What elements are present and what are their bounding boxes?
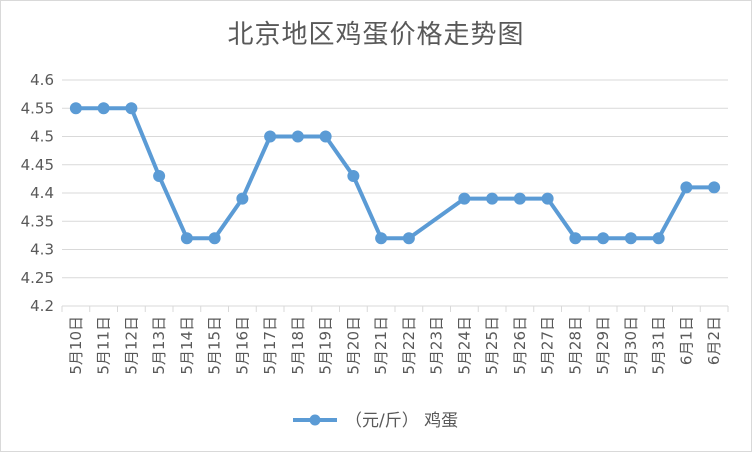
series-line — [75, 106, 715, 241]
x-tick-label: 5月15日 — [206, 316, 224, 375]
series-group — [69, 102, 721, 245]
data-point — [69, 102, 82, 115]
x-tick-label: 6月1日 — [677, 316, 695, 365]
data-point — [208, 232, 221, 245]
data-point — [680, 181, 693, 194]
data-point — [291, 130, 304, 143]
data-point — [708, 181, 721, 194]
y-tick-label: 4.3 — [30, 241, 54, 259]
data-point — [236, 192, 249, 205]
x-tick-label: 5月30日 — [622, 316, 640, 375]
y-tick-label: 4.6 — [30, 71, 54, 89]
legend: （元/斤） 鸡蛋 — [293, 411, 458, 431]
y-axis: 4.2 4.25 4.3 4.35 4.4 4.45 4.5 4.55 4.6 — [21, 71, 54, 315]
legend-label: （元/斤） 鸡蛋 — [345, 411, 458, 431]
data-point — [347, 170, 360, 183]
x-tick-label: 5月11日 — [95, 316, 113, 375]
data-point — [375, 232, 388, 245]
x-tick-label: 5月25日 — [483, 316, 501, 375]
y-tick-label: 4.55 — [21, 99, 54, 117]
data-point — [97, 102, 110, 115]
x-tick-label: 5月13日 — [150, 316, 168, 375]
x-tick-label: 5月10日 — [67, 316, 85, 375]
data-point — [125, 102, 138, 115]
data-point — [402, 232, 415, 245]
x-tick-label: 5月20日 — [344, 316, 362, 375]
data-point — [541, 192, 554, 205]
data-point — [624, 232, 637, 245]
data-point — [458, 192, 471, 205]
legend-marker — [309, 414, 321, 426]
x-tick-label: 5月18日 — [289, 316, 307, 375]
x-tick-label: 5月26日 — [511, 316, 529, 375]
data-point — [597, 232, 610, 245]
data-point — [153, 170, 166, 183]
x-tick-label: 5月28日 — [566, 316, 584, 375]
chart-title: 北京地区鸡蛋价格走势图 — [227, 20, 525, 50]
data-point — [569, 232, 582, 245]
y-tick-label: 4.5 — [30, 128, 54, 146]
data-point — [180, 232, 193, 245]
y-tick-label: 4.25 — [21, 269, 54, 287]
data-point — [486, 192, 499, 205]
y-tick-label: 4.45 — [21, 156, 54, 174]
x-tick-label: 5月21日 — [372, 316, 390, 375]
x-tick-label: 6月2日 — [705, 316, 723, 365]
x-tick-label: 5月17日 — [261, 316, 279, 375]
x-tick-label: 5月27日 — [539, 316, 557, 375]
gridlines — [62, 79, 728, 307]
y-tick-label: 4.2 — [30, 297, 54, 315]
x-tick-label: 5月14日 — [178, 316, 196, 375]
x-tick-label: 5月22日 — [400, 316, 418, 375]
data-point — [264, 130, 277, 143]
x-tick-label: 5月29日 — [594, 316, 612, 375]
y-tick-label: 4.35 — [21, 212, 54, 230]
x-axis: 5月10日 5月11日 5月12日 5月13日 5月14日 5月15日 5月16日 5月17日… — [61, 306, 729, 375]
data-point — [319, 130, 332, 143]
data-point — [652, 232, 665, 245]
x-tick-label: 5月31日 — [650, 316, 668, 375]
x-tick-label: 5月19日 — [317, 316, 335, 375]
x-tick-label: 5月23日 — [428, 316, 446, 375]
x-tick-label: 5月12日 — [122, 316, 140, 375]
y-tick-label: 4.4 — [30, 184, 54, 202]
x-tick-label: 5月24日 — [455, 316, 473, 375]
x-tick-label: 5月16日 — [233, 316, 251, 375]
data-point — [513, 192, 526, 205]
